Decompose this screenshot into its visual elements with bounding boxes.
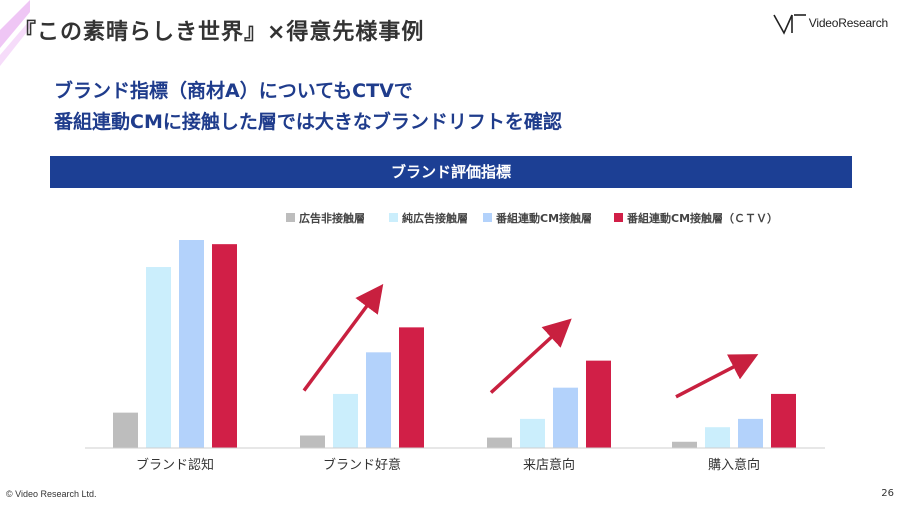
bar-0-3 [212, 244, 237, 448]
corner-ribbon-decoration [0, 0, 30, 90]
legend-swatch [614, 213, 623, 222]
bar-0-2 [179, 240, 204, 448]
logo-mark-icon [773, 14, 806, 35]
x-tick-label: ブランド好意 [323, 457, 401, 473]
legend-label: 純広告接触層 [402, 211, 468, 225]
bar-0-0 [113, 412, 138, 448]
bar-2-0 [487, 437, 512, 448]
bar-3-3 [771, 393, 796, 448]
legend-swatch [483, 213, 492, 222]
page-number: 26 [881, 488, 894, 499]
legend-swatch [286, 213, 295, 222]
x-tick-label: 購入意向 [708, 457, 760, 473]
legend-label: 番組連動CM接触層（ＣＴＶ） [626, 211, 778, 225]
brand-metrics-bar-chart: 広告非接触層 純広告接触層 番組連動CM接触層 番組連動CM接触層（ＣＴＶ） ブランド… [85, 211, 825, 473]
bar-2-2 [553, 387, 578, 448]
legend-label: 番組連動CM接触層 [495, 211, 592, 225]
copyright-text: © Video Research Ltd. [6, 489, 97, 499]
chart-legend: 広告非接触層 純広告接触層 番組連動CM接触層 番組連動CM接触層（ＣＴＶ） [286, 211, 778, 225]
bar-1-2 [366, 352, 391, 448]
x-tick-label: ブランド認知 [136, 457, 214, 473]
bar-0-1 [146, 267, 171, 448]
logo-text: VideoResearch [808, 16, 888, 30]
bar-3-0 [672, 441, 697, 448]
trend-arrow-3 [675, 354, 759, 399]
chart-banner-title: ブランド評価指標 [50, 156, 852, 188]
legend-label: 広告非接触層 [299, 211, 365, 225]
page-title: 『この素晴らしき世界』×得意先様事例 [14, 20, 425, 45]
x-axis-labels: ブランド認知 ブランド好意 来店意向 購入意向 [136, 457, 760, 473]
bar-1-0 [300, 435, 325, 448]
headline-line-1: ブランド指標（商材A）についてもCTVで [54, 80, 413, 102]
trend-arrow-1 [302, 283, 384, 392]
bar-3-2 [738, 418, 763, 448]
headline-line-2: 番組連動CMに接触した層では大きなブランドリフトを確認 [54, 111, 562, 133]
headline: ブランド指標（商材A）についてもCTVで 番組連動CMに接触した層では大きなブラ… [54, 76, 562, 138]
bar-2-3 [586, 360, 611, 448]
bar-1-3 [399, 327, 424, 448]
x-tick-label: 来店意向 [523, 457, 575, 473]
bar-2-1 [520, 418, 545, 448]
video-research-logo: VideoResearch [772, 9, 888, 37]
chart-bars [113, 240, 796, 448]
bar-3-1 [705, 427, 730, 448]
legend-swatch [389, 213, 398, 222]
bar-1-1 [333, 393, 358, 448]
trend-arrow-2 [489, 318, 572, 394]
chart-trend-arrows [302, 283, 759, 399]
